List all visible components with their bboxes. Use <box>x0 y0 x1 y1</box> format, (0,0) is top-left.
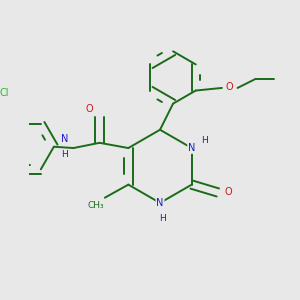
Text: O: O <box>85 104 93 114</box>
Text: CH₃: CH₃ <box>87 201 104 210</box>
Text: H: H <box>201 136 208 145</box>
Text: H: H <box>61 150 68 159</box>
Text: Cl: Cl <box>0 88 9 98</box>
Text: N: N <box>61 134 68 144</box>
Text: N: N <box>188 143 195 153</box>
Text: H: H <box>159 214 166 223</box>
Text: O: O <box>226 82 233 92</box>
Text: N: N <box>156 198 164 208</box>
Text: O: O <box>224 188 232 197</box>
